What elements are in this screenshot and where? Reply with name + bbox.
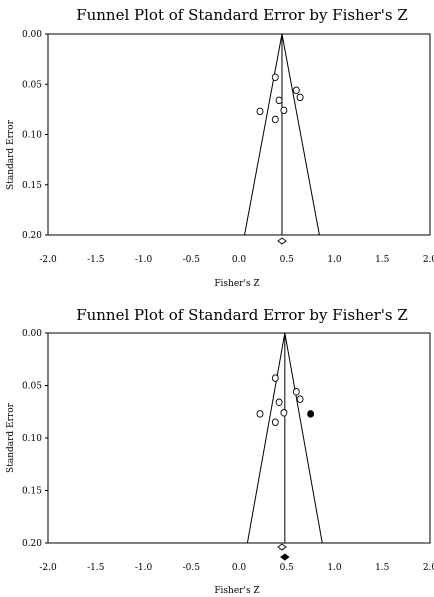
y-tick-label: 0.05 bbox=[22, 382, 42, 392]
study-point bbox=[271, 418, 279, 426]
funnel-plot-1: Funnel Plot of Standard Error by Fisher'… bbox=[6, 6, 434, 289]
study-point bbox=[280, 106, 288, 115]
x-tick-label: 1.5 bbox=[375, 563, 390, 573]
x-axis-label: Fisher's Z bbox=[214, 279, 259, 289]
funnel-left-line bbox=[246, 332, 286, 544]
funnel-left-line bbox=[244, 33, 283, 236]
x-axis-label: Fisher's Z bbox=[214, 586, 259, 596]
x-tick-label: 1.0 bbox=[327, 563, 342, 573]
study-point bbox=[292, 388, 300, 396]
chart-title: Funnel Plot of Standard Error by Fisher'… bbox=[76, 6, 408, 24]
x-tick-label: 0.0 bbox=[232, 563, 247, 573]
x-tick-label: -2.0 bbox=[39, 563, 57, 573]
y-tick-label: 0.15 bbox=[22, 181, 42, 191]
plot-frame bbox=[47, 332, 431, 544]
y-axis-label: Standard Error bbox=[6, 402, 16, 473]
adjusted-summary-diamond bbox=[280, 553, 290, 561]
x-tick-label: -1.0 bbox=[135, 255, 153, 265]
x-tick-label: -1.0 bbox=[135, 563, 153, 573]
y-tick-label: 0.15 bbox=[22, 487, 42, 497]
study-point bbox=[280, 409, 288, 417]
x-tick-label: -0.5 bbox=[183, 255, 201, 265]
x-tick-label: -1.5 bbox=[87, 255, 105, 265]
study-point bbox=[256, 107, 264, 116]
x-tick-label: 0.0 bbox=[232, 255, 247, 265]
study-point bbox=[292, 86, 300, 95]
y-tick-label: 0.05 bbox=[22, 80, 42, 90]
study-point bbox=[256, 410, 264, 418]
study-point bbox=[271, 115, 279, 124]
x-tick-label: 2.0 bbox=[423, 563, 434, 573]
study-point bbox=[296, 93, 304, 102]
funnel-right-line bbox=[281, 33, 320, 236]
x-tick-label: -2.0 bbox=[39, 255, 57, 265]
x-tick-label: 0.5 bbox=[280, 255, 295, 265]
plot-frame bbox=[47, 33, 431, 236]
y-tick-label: 0.10 bbox=[22, 434, 42, 444]
y-tick-label: 0.20 bbox=[22, 231, 42, 241]
x-tick-label: 2.0 bbox=[423, 255, 434, 265]
x-tick-label: -1.5 bbox=[87, 563, 105, 573]
funnel-right-line bbox=[284, 332, 323, 544]
funnel-plot-2: Funnel Plot of Standard Error by Fisher'… bbox=[6, 306, 434, 596]
x-tick-label: -0.5 bbox=[183, 563, 201, 573]
y-tick-label: 0.00 bbox=[22, 329, 42, 339]
plot-area: 0.00 0.05 0.10 0.15 0.20 -2.0 -1.5 -1.0 -0.5 0.0 0… bbox=[22, 329, 434, 573]
chart-title: Funnel Plot of Standard Error by Fisher'… bbox=[76, 306, 408, 324]
imputed-study-point bbox=[307, 410, 315, 418]
study-point bbox=[275, 398, 283, 407]
y-tick-label: 0.20 bbox=[22, 539, 42, 549]
x-tick-label: 1.0 bbox=[327, 255, 342, 265]
y-tick-label: 0.00 bbox=[22, 30, 42, 40]
study-point bbox=[271, 73, 279, 81]
study-point bbox=[275, 96, 283, 105]
summary-diamond bbox=[277, 543, 287, 551]
study-point bbox=[271, 374, 279, 382]
y-axis-label: Standard Error bbox=[6, 119, 16, 190]
x-tick-label: 0.5 bbox=[280, 563, 295, 573]
y-tick-label: 0.10 bbox=[22, 131, 42, 141]
x-tick-label: 1.5 bbox=[375, 255, 390, 265]
plot-area: 0.00 0.05 0.10 0.15 0.20 -2.0 -1.5 -1.0 -0.5 0.0 0… bbox=[22, 30, 434, 265]
study-point bbox=[296, 395, 304, 403]
summary-diamond bbox=[277, 237, 287, 245]
